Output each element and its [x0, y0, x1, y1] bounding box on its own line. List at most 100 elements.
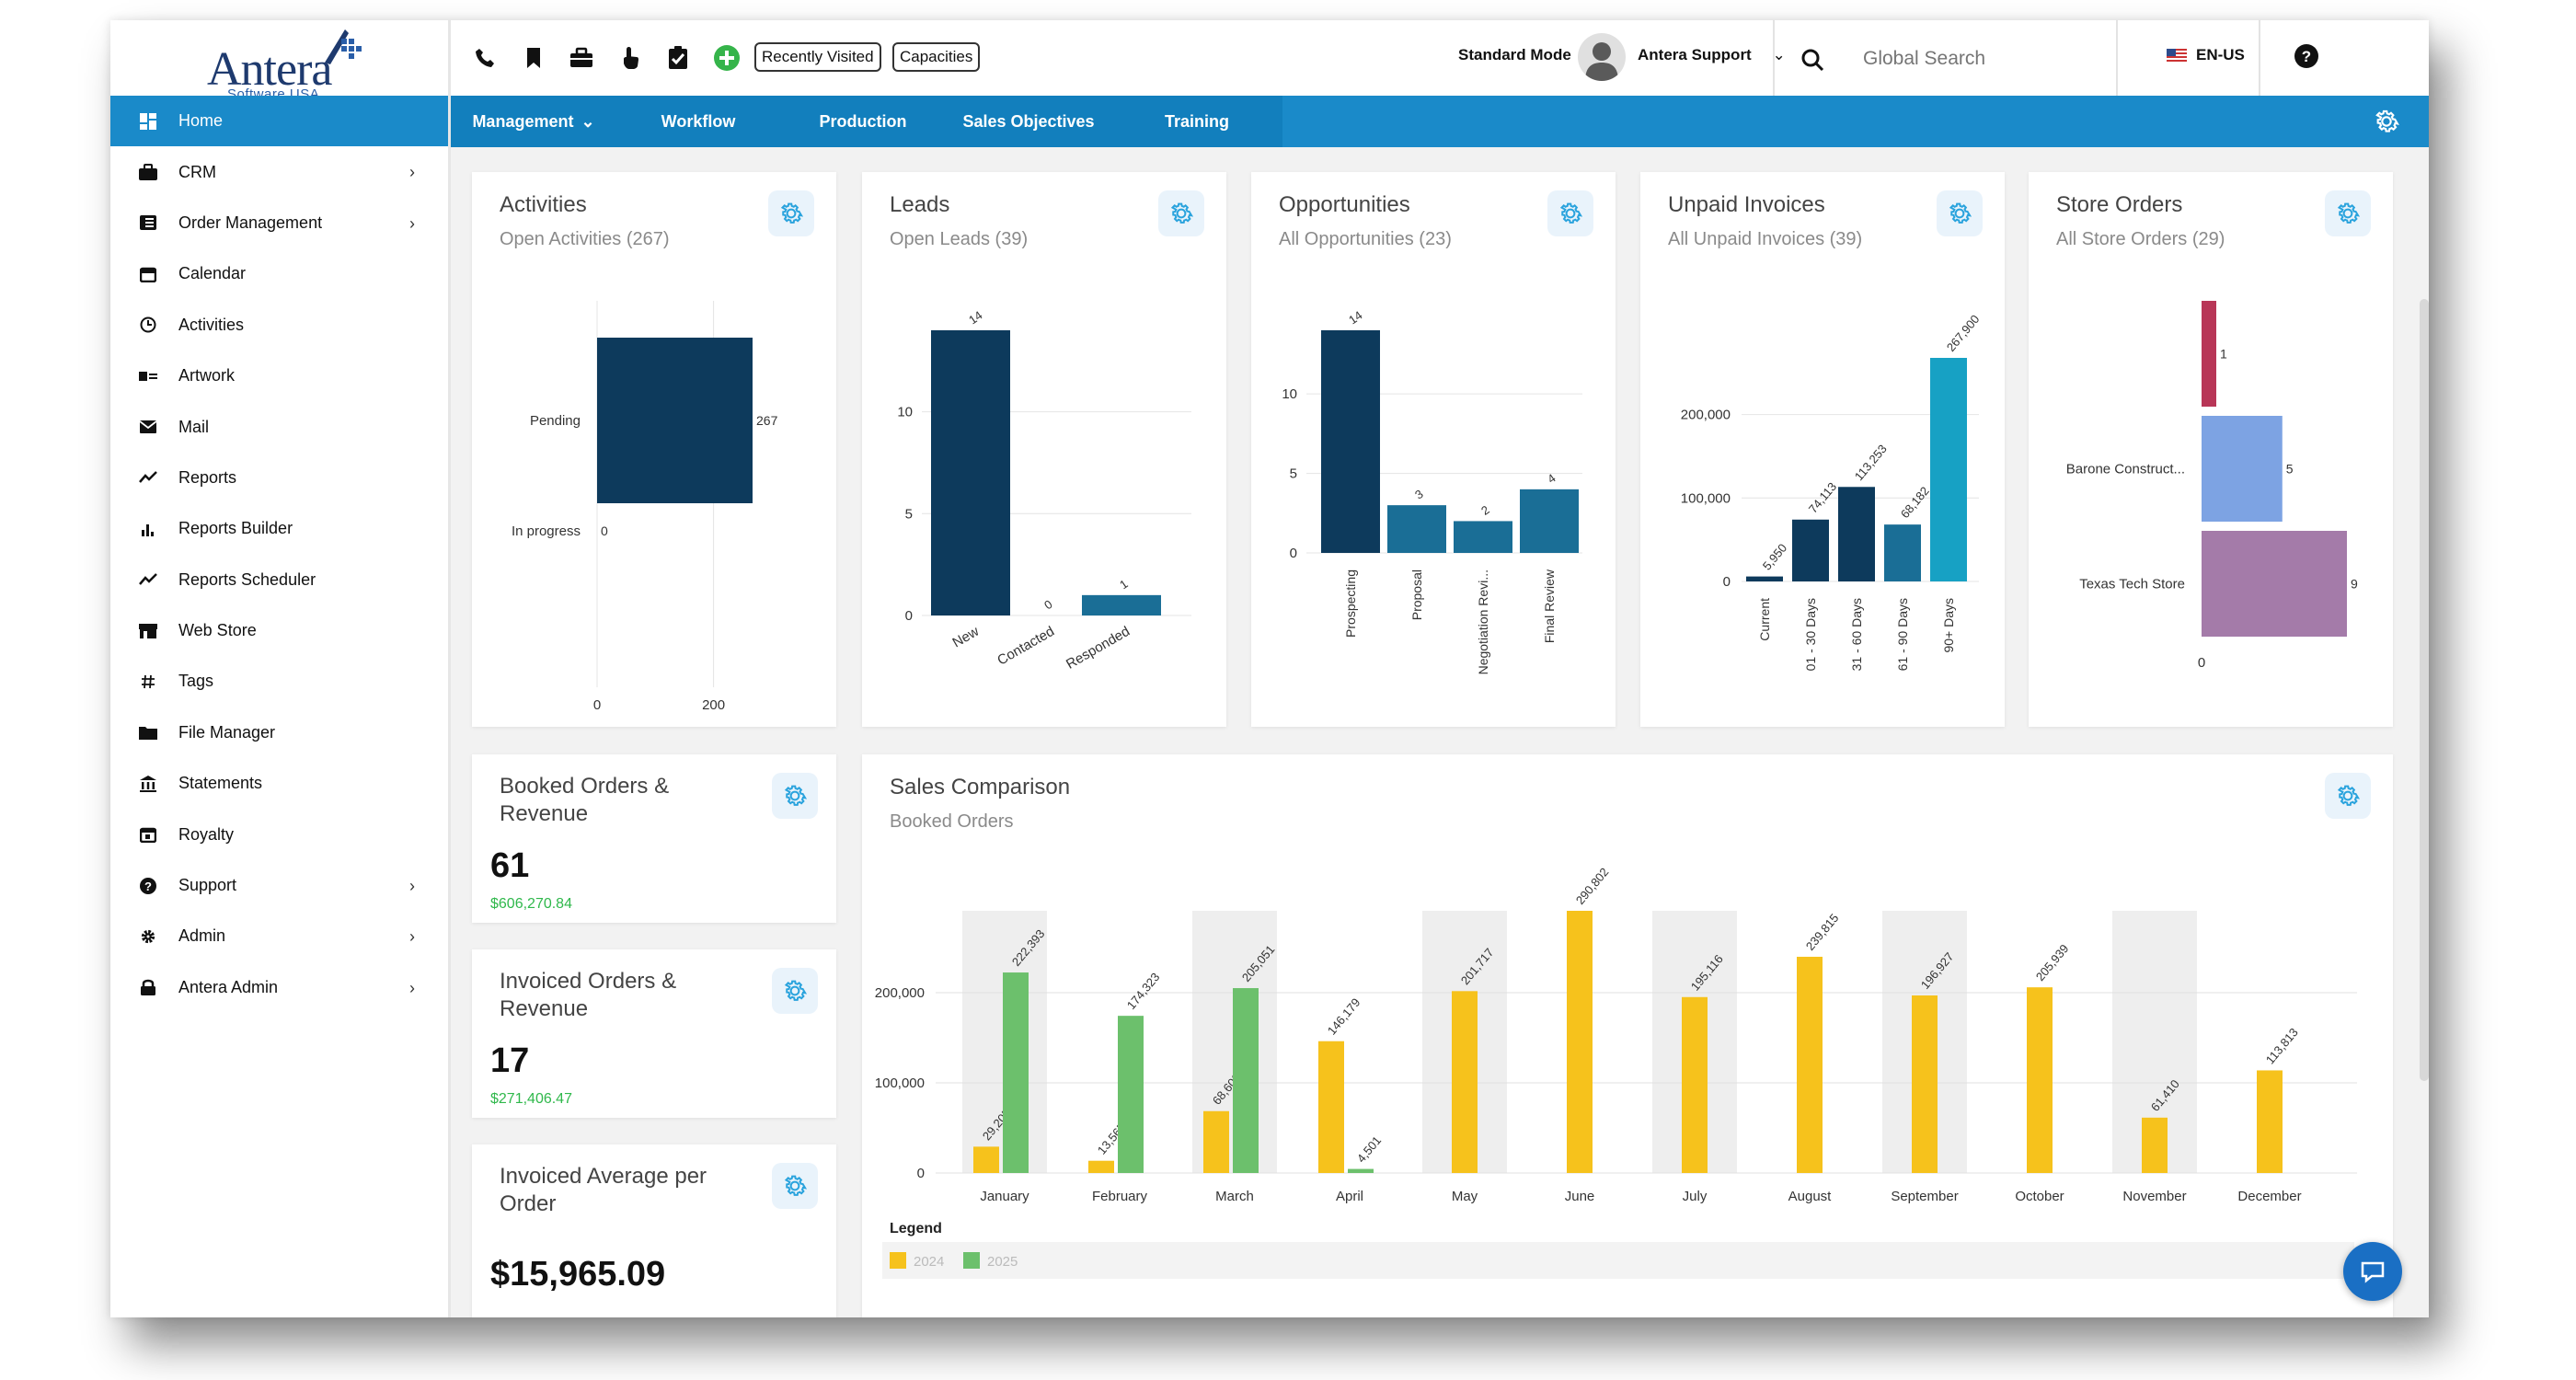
sidebar-item-statements[interactable]: Statements: [110, 758, 448, 809]
sidebar-item-admin[interactable]: Admin ›: [110, 911, 448, 961]
gear-icon: [1949, 202, 1972, 224]
card-settings-button[interactable]: [768, 190, 814, 236]
bar-2025: [1118, 1016, 1144, 1173]
search-icon[interactable]: [1799, 46, 1826, 74]
module-navbar: Management ⌄ Workflow Production Sales Objec…: [451, 96, 2429, 147]
sidebar-item-support[interactable]: ? Support ›: [110, 860, 448, 911]
global-search-input[interactable]: [1863, 48, 2093, 70]
sidebar-item-order-management[interactable]: Order Management ›: [110, 198, 448, 248]
card-settings-button[interactable]: [1547, 190, 1593, 236]
user-name-label: Antera Support: [1638, 46, 1752, 63]
chevron-right-icon: ›: [409, 876, 415, 895]
data-label: 0: [1041, 597, 1055, 612]
recently-visited-button[interactable]: Recently Visited: [754, 42, 881, 72]
dashboard-content: Activities Open Activities (267) 0 200 Pen…: [451, 147, 2429, 1317]
sidebar-item-calendar[interactable]: Calendar: [110, 248, 448, 299]
scrollbar[interactable]: [2420, 299, 2429, 1081]
briefcase-icon[interactable]: [568, 44, 595, 72]
sidebar-item-label: Reports Scheduler: [178, 569, 316, 589]
sidebar-item-antera-admin[interactable]: Antera Admin ›: [110, 962, 448, 1013]
help-icon[interactable]: ?: [2293, 42, 2320, 70]
capacities-button[interactable]: Capacities: [892, 42, 981, 72]
gear-icon: [780, 202, 804, 224]
tab-management[interactable]: Management ⌄: [451, 96, 616, 147]
card-subtitle: Open Activities (267): [500, 229, 670, 249]
sidebar-item-label: Artwork: [178, 366, 236, 385]
svg-text:?: ?: [144, 880, 152, 893]
legend-swatch: [890, 1252, 906, 1269]
mode-label: Standard Mode: [1458, 46, 1571, 63]
card-subtitle: Booked Orders: [890, 811, 1014, 832]
chat-button[interactable]: [2343, 1242, 2402, 1301]
bar: [1082, 594, 1161, 615]
antera-logo[interactable]: Antera Software USA: [207, 26, 382, 102]
data-label: 113,813: [2263, 1025, 2301, 1066]
language-selector[interactable]: EN-US: [2167, 46, 2245, 64]
add-circle-icon[interactable]: [713, 44, 741, 72]
kpi-value: 61: [490, 846, 530, 885]
calendar-check-icon: [138, 824, 158, 845]
card-settings-button[interactable]: [1937, 190, 1983, 236]
avatar[interactable]: [1578, 33, 1626, 81]
card-settings-button[interactable]: [772, 1163, 818, 1209]
sidebar-item-reports-scheduler[interactable]: Reports Scheduler: [110, 555, 448, 605]
legend-label: 2025: [987, 1254, 1018, 1270]
card-title: Opportunities: [1279, 192, 1410, 217]
sidebar-item-mail[interactable]: Mail: [110, 401, 448, 452]
card-settings-button[interactable]: [2325, 190, 2371, 236]
invoiced-average-card: Invoiced Average per Order $15,965.09: [472, 1144, 836, 1317]
sidebar-item-label: Reports Builder: [178, 519, 293, 538]
sidebar-item-label: Support: [178, 876, 237, 895]
chevron-right-icon: ›: [409, 978, 415, 997]
gear-icon: [784, 785, 808, 806]
hand-pointer-icon[interactable]: [616, 44, 644, 72]
sidebar-item-royalty[interactable]: Royalty: [110, 809, 448, 859]
x-tick-label: Prospecting: [1343, 569, 1358, 638]
bar: [1792, 519, 1829, 581]
sidebar-item-web-store[interactable]: Web Store: [110, 605, 448, 656]
trend-icon: [138, 467, 158, 488]
card-settings-button[interactable]: [772, 773, 818, 819]
bar-2025: [1348, 1168, 1374, 1173]
card-title: Store Orders: [2056, 192, 2183, 217]
user-menu[interactable]: Antera Support ⌄: [1638, 46, 1786, 64]
clock-icon: [138, 315, 158, 335]
sidebar-item-artwork[interactable]: Artwork: [110, 351, 448, 401]
clipboard-check-icon[interactable]: [664, 44, 692, 72]
legend-band: [882, 1242, 2354, 1279]
x-tick-label: Proposal: [1409, 569, 1424, 620]
sidebar-item-reports-builder[interactable]: Reports Builder: [110, 503, 448, 554]
x-tick-label: November: [2122, 1189, 2186, 1204]
card-subtitle: Open Leads (39): [890, 229, 1029, 249]
sidebar-item-tags[interactable]: Tags: [110, 656, 448, 707]
sidebar-item-crm[interactable]: CRM ›: [110, 146, 448, 197]
sidebar-item-activities[interactable]: Activities: [110, 300, 448, 351]
card-settings-button[interactable]: [1158, 190, 1204, 236]
kpi-revenue: $271,406.47: [490, 1091, 572, 1107]
chevron-right-icon: ›: [409, 213, 415, 233]
store-orders-chart: 1 Barone Construct... 5 Texas Tech Store 9 0: [2066, 301, 2358, 671]
x-tick-label: 0: [593, 697, 601, 713]
sidebar-item-file-manager[interactable]: File Manager: [110, 707, 448, 758]
navbar-gear-icon[interactable]: [2372, 107, 2401, 136]
bookmark-icon[interactable]: [520, 44, 547, 72]
sidebar-item-label: File Manager: [178, 722, 276, 742]
sidebar-item-label: Reports: [178, 467, 237, 487]
tab-production[interactable]: Production: [780, 96, 946, 147]
question-icon: ?: [138, 876, 158, 896]
tab-sales-objectives[interactable]: Sales Objectives: [946, 96, 1111, 147]
module-tabs: Management ⌄ Workflow Production Sales Objec…: [451, 96, 1282, 147]
tab-training[interactable]: Training: [1111, 96, 1282, 147]
gear-icon: [138, 926, 158, 947]
phone-icon[interactable]: [471, 44, 499, 72]
tab-workflow[interactable]: Workflow: [616, 96, 780, 147]
store-icon: [138, 621, 158, 641]
sidebar-item-home[interactable]: Home: [110, 96, 448, 147]
sidebar-item-reports[interactable]: Reports: [110, 453, 448, 503]
card-settings-button[interactable]: [2325, 773, 2371, 819]
card-settings-button[interactable]: [772, 968, 818, 1014]
chevron-down-icon: ⌄: [581, 111, 595, 131]
bar: [931, 330, 1010, 615]
x-tick-label: April: [1336, 1189, 1363, 1204]
data-label: 239,815: [1803, 911, 1842, 953]
